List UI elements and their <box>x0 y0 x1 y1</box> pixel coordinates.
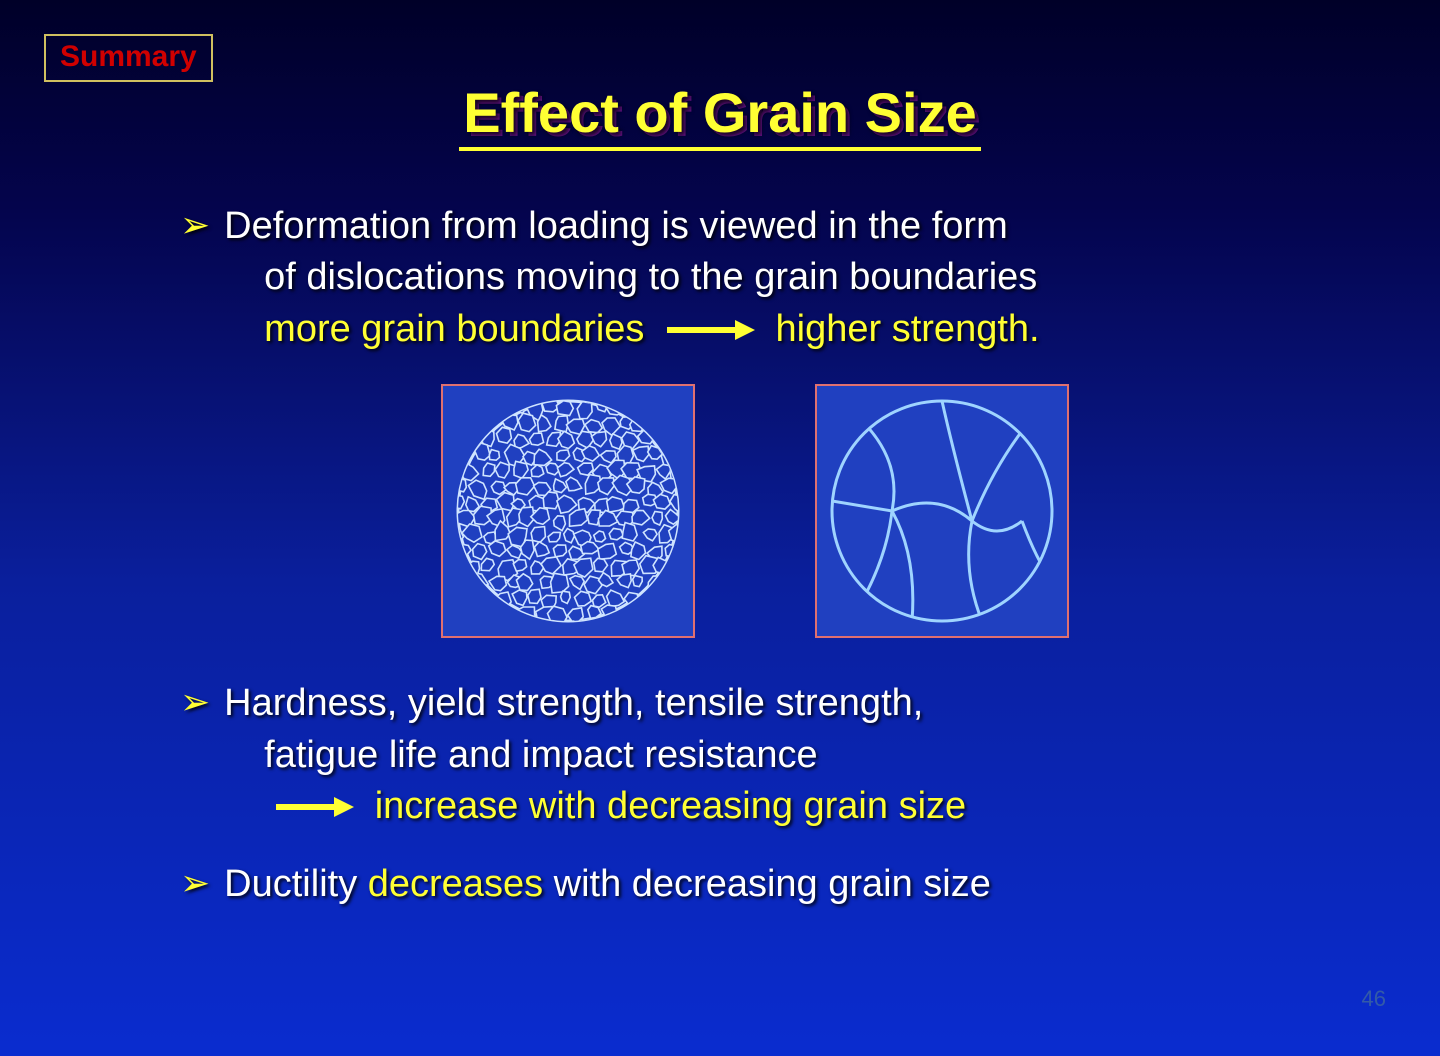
bullet-2-text: Hardness, yield strength, tensile streng… <box>224 678 1330 833</box>
fine-grain-svg <box>448 391 688 631</box>
arrow-icon <box>274 782 354 833</box>
bullet-1-line2: of dislocations moving to the grain boun… <box>224 252 1330 303</box>
title-wrap: Effect of Grain Size <box>50 80 1390 151</box>
bullet-marker-icon: ➢ <box>180 859 210 908</box>
summary-text: Summary <box>60 40 197 73</box>
slide-title: Effect of Grain Size <box>459 80 980 151</box>
arrow-icon <box>665 305 755 356</box>
bullet-2-line1: Hardness, yield strength, tensile streng… <box>224 682 923 724</box>
bullet-2: ➢ Hardness, yield strength, tensile stre… <box>180 678 1330 833</box>
slide-root: Summary Effect of Grain Size ➢ Deformati… <box>0 0 1440 1056</box>
bullet-marker-icon: ➢ <box>180 201 210 250</box>
bullet-2-line2: fatigue life and impact resistance <box>224 730 1330 781</box>
bullet-1-hl-left: more grain boundaries <box>264 308 644 350</box>
bullet-3: ➢ Ductility decreases with decreasing gr… <box>180 859 1330 910</box>
summary-tag: Summary <box>44 34 213 82</box>
bullet-3-post: with decreasing grain size <box>543 863 991 905</box>
bullet-3-text: Ductility decreases with decreasing grai… <box>224 859 1330 910</box>
diagram-fine-grain <box>441 384 695 638</box>
bullet-1-line1: Deformation from loading is viewed in th… <box>224 205 1008 247</box>
bullet-1-hl-right: higher strength. <box>776 308 1040 350</box>
coarse-grain-svg <box>822 391 1062 631</box>
bullet-1: ➢ Deformation from loading is viewed in … <box>180 201 1330 356</box>
bullet-2-hl: increase with decreasing grain size <box>375 785 966 827</box>
bullet-3-pre: Ductility <box>224 863 368 905</box>
diagram-row <box>180 384 1330 638</box>
diagram-coarse-grain <box>815 384 1069 638</box>
bullet-3-hl: decreases <box>368 863 543 905</box>
content-area: ➢ Deformation from loading is viewed in … <box>50 201 1390 911</box>
bullet-marker-icon: ➢ <box>180 678 210 727</box>
bullet-1-highlight-line: more grain boundaries higher strength. <box>224 304 1330 357</box>
bullet-1-text: Deformation from loading is viewed in th… <box>224 201 1330 356</box>
bullet-2-highlight-line: increase with decreasing grain size <box>224 781 1330 834</box>
page-number: 46 <box>1362 986 1386 1012</box>
